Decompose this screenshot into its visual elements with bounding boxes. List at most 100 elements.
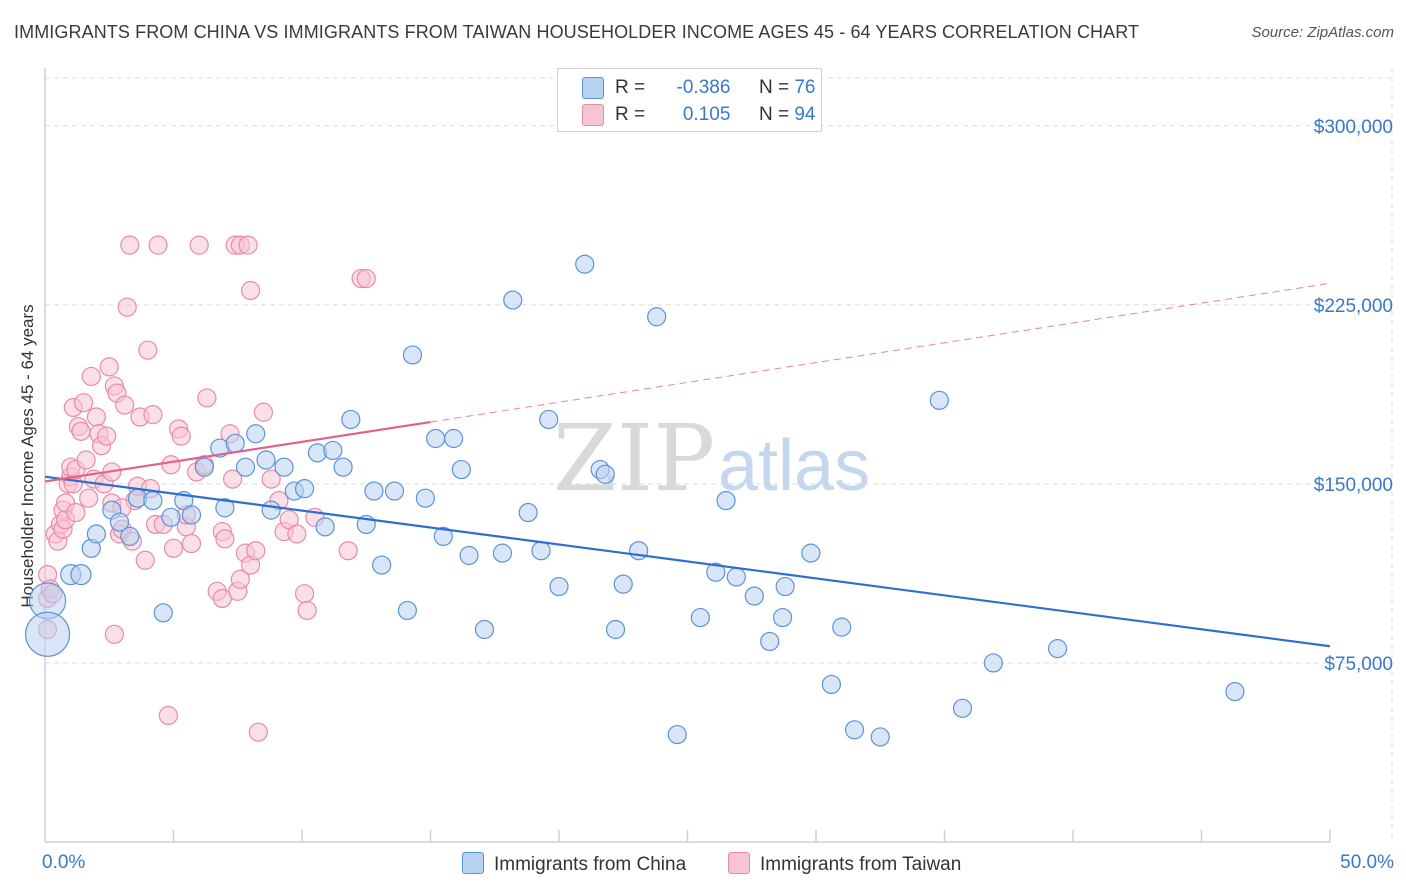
china-point — [333, 457, 353, 477]
taiwan-point — [79, 488, 99, 508]
china-point — [832, 617, 852, 637]
china-point — [518, 502, 538, 523]
china-point — [844, 720, 865, 740]
legend-swatch-taiwan — [582, 104, 604, 126]
china-point — [667, 724, 687, 745]
taiwan-point — [248, 722, 268, 742]
china-point — [929, 390, 949, 410]
china-point — [690, 607, 710, 628]
china-point — [575, 254, 595, 274]
legend: R = -0.386 N = 76 R = 0.105 N = 94 — [557, 68, 822, 132]
bottom-legend-taiwan: Immigrants from Taiwan — [728, 852, 961, 876]
china-point — [726, 567, 746, 587]
legend-taiwan-n-label: N = — [758, 104, 790, 125]
gridlines — [45, 68, 1393, 842]
china-point — [613, 574, 633, 594]
taiwan-point — [135, 550, 155, 570]
y-tick-label: $225,000 — [1314, 296, 1393, 317]
china-point — [492, 543, 513, 563]
china-point — [143, 490, 163, 511]
china-point — [402, 345, 423, 365]
china-point — [1047, 639, 1068, 659]
taiwan-point — [148, 235, 168, 255]
taiwan-point — [294, 584, 315, 604]
taiwan-point — [158, 705, 178, 726]
china-point — [364, 481, 384, 501]
axes — [44, 68, 1331, 843]
china-point — [775, 576, 795, 597]
taiwan-point — [238, 235, 258, 255]
taiwan-point — [66, 502, 86, 523]
taiwan-point — [86, 407, 107, 427]
china-trend-line — [44, 475, 1331, 648]
china-point — [433, 526, 453, 547]
taiwan-point — [163, 538, 184, 558]
china-point — [153, 603, 173, 623]
china-point — [256, 450, 276, 470]
taiwan-point — [161, 455, 181, 475]
y-tick-labels: $75,000 $150,000 $225,000 $300,000 — [1314, 117, 1393, 675]
taiwan-point — [230, 569, 250, 589]
bottom-legend-swatch-china — [462, 852, 484, 874]
taiwan-point — [356, 268, 376, 289]
taiwan-point — [338, 541, 358, 561]
bottom-legend-label-china: Immigrants from China — [494, 854, 687, 875]
taiwan-trend-extension — [430, 282, 1331, 423]
china-point — [629, 541, 649, 561]
x-tick-label-min: 0.0% — [42, 852, 86, 873]
china-point — [24, 611, 71, 657]
china-point — [315, 517, 335, 537]
china-point — [86, 524, 107, 544]
taiwan-point — [73, 393, 94, 413]
taiwan-point — [138, 340, 158, 360]
taiwan-point — [181, 533, 202, 554]
china-point — [120, 526, 140, 547]
taiwan-point — [97, 426, 117, 446]
legend-china-r-value: -0.386 — [676, 77, 731, 98]
china-point — [821, 674, 842, 695]
taiwan-point — [115, 395, 135, 415]
china-point — [397, 600, 417, 621]
china-point — [415, 488, 435, 508]
china-point — [341, 409, 361, 430]
taiwan-point — [104, 624, 124, 644]
legend-china-n-value: 76 — [794, 77, 816, 98]
china-point — [235, 457, 256, 477]
taiwan-point — [120, 235, 140, 255]
china-point — [801, 543, 821, 563]
taiwan-point — [287, 524, 307, 544]
china-point — [647, 307, 667, 327]
taiwan-point — [143, 405, 163, 425]
taiwan-point — [297, 600, 317, 621]
china-point — [870, 727, 890, 747]
bottom-legend-china: Immigrants from China — [462, 852, 686, 876]
china-point — [531, 541, 551, 561]
china-points — [24, 254, 1245, 747]
china-point — [459, 545, 479, 566]
y-tick-label: $300,000 — [1314, 117, 1393, 138]
taiwan-point — [81, 366, 101, 387]
china-point — [706, 562, 726, 582]
china-point — [161, 507, 181, 527]
china-point — [716, 490, 736, 511]
taiwan-point — [189, 235, 209, 255]
taiwan-point — [261, 469, 281, 489]
china-point — [744, 586, 764, 606]
y-tick-label: $75,000 — [1324, 654, 1393, 675]
trend-lines — [44, 282, 1331, 648]
china-point — [444, 428, 464, 449]
china-point — [225, 433, 245, 453]
china-point — [372, 555, 392, 575]
bottom-legend-swatch-taiwan — [728, 852, 750, 874]
china-point — [760, 631, 780, 652]
china-point — [215, 498, 235, 518]
source-label: Source: ZipAtlas.com — [1251, 24, 1394, 41]
x-tick-label-max: 50.0% — [1340, 852, 1394, 873]
china-point — [294, 479, 315, 499]
taiwan-points — [37, 235, 376, 742]
china-point — [952, 698, 973, 718]
china-point — [246, 424, 266, 444]
china-point — [549, 576, 569, 597]
china-point — [539, 409, 559, 430]
